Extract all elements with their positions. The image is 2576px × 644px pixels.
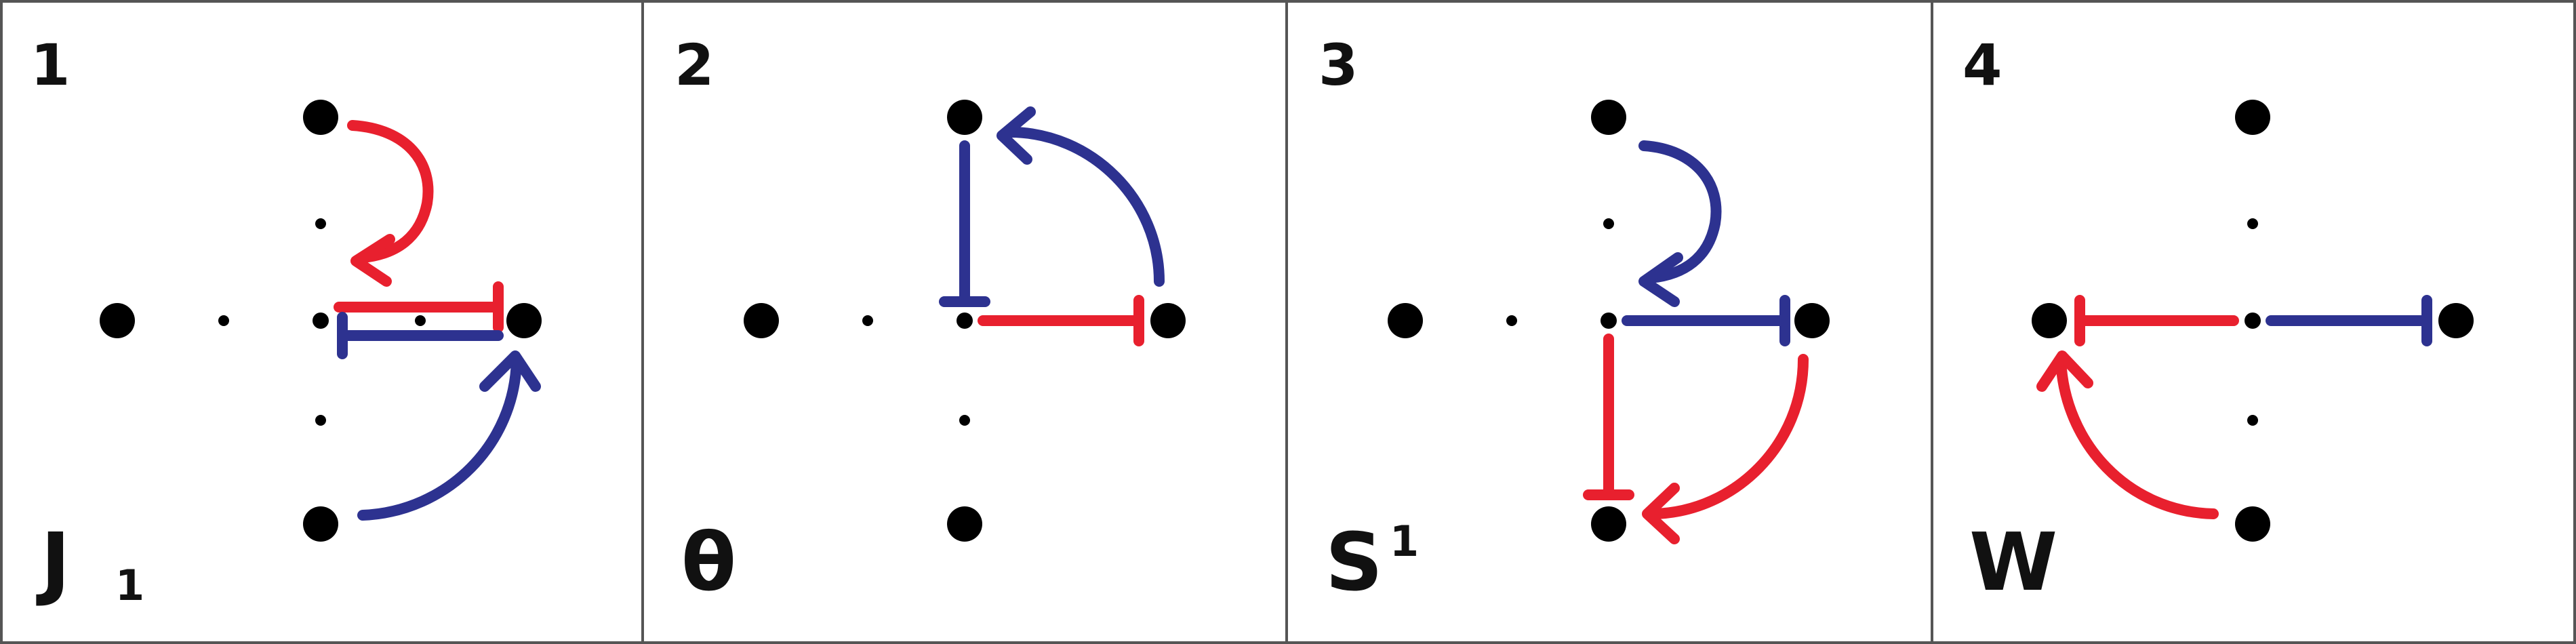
blue-bar-arrow — [939, 140, 990, 307]
vertex-center — [313, 313, 329, 329]
blue-bar-arrow — [337, 312, 504, 359]
vertex-inner-top — [2247, 218, 2258, 229]
vertex-center — [1601, 313, 1617, 329]
vertex-top — [1591, 100, 1626, 135]
panel-2: 2 θ — [641, 0, 1288, 644]
panel-number: 3 — [1319, 32, 1358, 98]
panel-subscript: 1 — [115, 561, 144, 610]
vertex-bottom — [303, 506, 338, 542]
blue-bar-arrow — [2266, 295, 2432, 346]
vertex-inner-bottom — [959, 415, 970, 426]
vertex-left — [1388, 303, 1423, 338]
vertex-center — [2245, 313, 2261, 329]
blue-curved-arrow — [357, 350, 541, 521]
vertex-right — [1794, 303, 1830, 338]
vertex-right — [2438, 303, 2474, 338]
panel-label: S — [1325, 515, 1383, 609]
panel-label: θ — [681, 515, 736, 609]
red-bar-arrow — [334, 281, 504, 333]
vertex-right — [1150, 303, 1186, 338]
vertex-center — [957, 313, 973, 329]
vertex-inner-top — [315, 218, 326, 229]
vertex-top — [303, 100, 338, 135]
vertex-bottom — [2235, 506, 2270, 542]
panel-number: 2 — [675, 32, 714, 98]
vertex-bottom — [1591, 506, 1626, 542]
vertex-left — [100, 303, 135, 338]
panel-border — [1931, 0, 2576, 644]
panel-label: W — [1969, 515, 2057, 609]
vertex-inner-top — [1603, 218, 1614, 229]
panel-4: 4 W — [1931, 0, 2576, 644]
vertex-left — [744, 303, 779, 338]
vertex-inner-left — [1506, 315, 1517, 326]
blue-curved-arrow — [1638, 140, 1722, 307]
panel-3: 3 S 1 — [1285, 0, 1933, 644]
vertex-top — [947, 100, 982, 135]
vertex-left — [2032, 303, 2067, 338]
panel-1: 1 J 1 — [0, 0, 644, 644]
vertex-inner-left — [218, 315, 229, 326]
vertex-top — [2235, 100, 2270, 135]
red-bar-arrow — [978, 295, 1144, 346]
red-curved-arrow — [2036, 350, 2219, 519]
vertex-inner-bottom — [2247, 415, 2258, 426]
vertex-right — [506, 303, 542, 338]
blue-bar-arrow — [1622, 295, 1790, 346]
vertex-bottom — [947, 506, 982, 542]
blue-curved-arrow — [997, 106, 1165, 287]
panel-number: 4 — [1963, 32, 2002, 98]
red-bar-arrow — [2074, 295, 2239, 346]
panel-number: 1 — [31, 32, 70, 98]
vertex-inner-left — [862, 315, 873, 326]
red-curved-arrow — [347, 120, 434, 287]
panel-label: J — [36, 515, 71, 609]
red-bar-arrow — [1583, 334, 1634, 500]
red-curved-arrow — [1642, 354, 1809, 544]
vertex-inner-bottom — [315, 415, 326, 426]
panel-superscript: 1 — [1390, 517, 1419, 566]
vertex-inner-right — [415, 315, 426, 326]
